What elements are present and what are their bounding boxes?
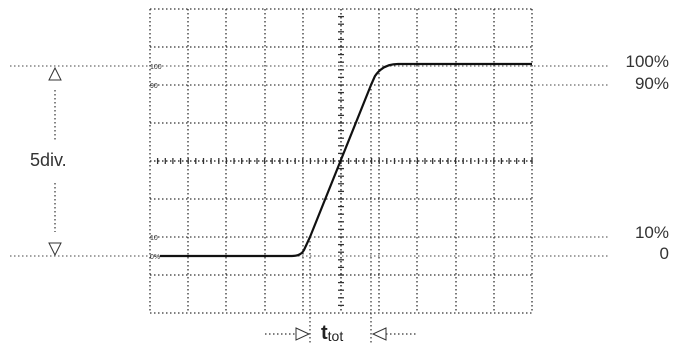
arrow-down-icon	[48, 242, 62, 257]
amplitude-arrow	[48, 66, 62, 257]
label-90-percent: 90%	[634, 74, 669, 93]
ttot-label: ttot	[321, 322, 343, 345]
ttot-arrows	[265, 327, 418, 341]
arrow-right-icon	[295, 327, 311, 341]
arrow-up-icon	[48, 66, 62, 81]
amplitude-label: 5div.	[30, 150, 67, 170]
ttot-marker-lines	[309, 85, 372, 345]
grat-mark-100: 100	[150, 64, 162, 71]
reference-lines	[10, 65, 610, 257]
ttot-main: t	[321, 322, 328, 344]
label-0: 0	[659, 244, 669, 263]
label-100-percent: 100%	[625, 52, 669, 71]
grat-mark-10: 10	[150, 235, 158, 242]
signal-trace	[160, 62, 532, 258]
arrow-left-icon	[371, 327, 387, 341]
grat-mark-0: 0%	[150, 254, 160, 261]
ttot-sub: tot	[327, 328, 344, 344]
grat-mark-90: 90	[150, 83, 158, 90]
label-10-percent: 10%	[634, 223, 669, 242]
